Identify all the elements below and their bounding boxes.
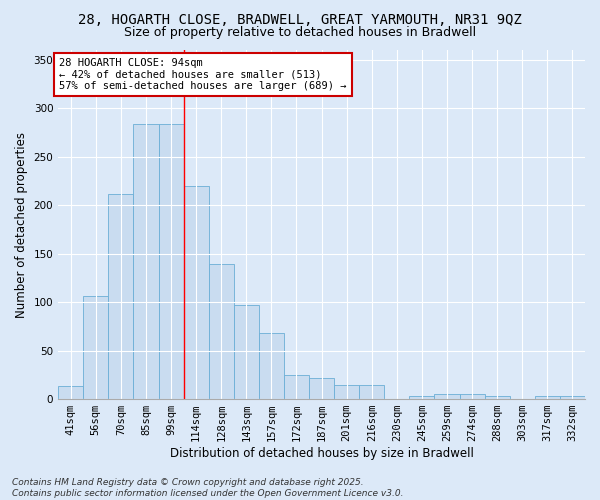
Bar (158, 124, 184, 399)
Text: 28 HOGARTH CLOSE: 94sqm
← 42% of detached houses are smaller (513)
57% of semi-d: 28 HOGARTH CLOSE: 94sqm ← 42% of detache… (59, 58, 347, 91)
Bar (434, 394, 460, 399)
Bar (359, 384, 385, 399)
Bar (560, 396, 585, 399)
Bar (234, 305, 259, 399)
Bar (133, 124, 158, 399)
Bar (209, 264, 234, 399)
Bar (284, 375, 309, 399)
Bar (460, 394, 485, 399)
Bar (309, 378, 334, 399)
Bar (259, 333, 284, 399)
Bar (485, 396, 510, 399)
Bar (83, 296, 109, 399)
Text: 28, HOGARTH CLOSE, BRADWELL, GREAT YARMOUTH, NR31 9QZ: 28, HOGARTH CLOSE, BRADWELL, GREAT YARMO… (78, 12, 522, 26)
Bar (109, 194, 133, 399)
Text: Contains HM Land Registry data © Crown copyright and database right 2025.
Contai: Contains HM Land Registry data © Crown c… (12, 478, 404, 498)
Bar (334, 384, 359, 399)
X-axis label: Distribution of detached houses by size in Bradwell: Distribution of detached houses by size … (170, 447, 473, 460)
Bar (58, 386, 83, 399)
Y-axis label: Number of detached properties: Number of detached properties (15, 132, 28, 318)
Text: Size of property relative to detached houses in Bradwell: Size of property relative to detached ho… (124, 26, 476, 39)
Bar (535, 396, 560, 399)
Bar (184, 186, 209, 399)
Bar (409, 396, 434, 399)
